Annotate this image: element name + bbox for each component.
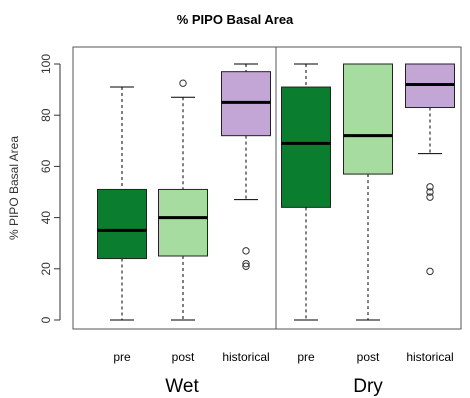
y-tick-label: 60 — [39, 159, 53, 173]
category-label: historical — [222, 350, 269, 364]
outlier-point — [242, 247, 250, 255]
y-axis-label: % PIPO Basal Area — [7, 136, 21, 240]
category-label: pre — [297, 350, 315, 364]
outlier-point — [179, 79, 187, 87]
category-label: post — [357, 350, 380, 364]
box-dry-post — [343, 63, 393, 175]
outlier-point — [426, 267, 434, 276]
outlier-point — [242, 262, 250, 270]
panel-label: Wet — [165, 376, 199, 397]
category-label: post — [172, 350, 195, 364]
panel-label: Dry — [353, 376, 383, 397]
chart-title: % PIPO Basal Area — [177, 12, 294, 27]
outlier-point — [242, 259, 250, 268]
box-wet-pre — [97, 188, 147, 260]
outlier-point — [426, 193, 434, 201]
y-tick-label: 40 — [39, 211, 53, 225]
box-dry-pre — [281, 86, 331, 208]
y-tick-label: 100 — [39, 54, 53, 74]
y-tick-label: 20 — [39, 262, 53, 276]
outlier-point — [426, 188, 434, 196]
category-label: pre — [113, 350, 131, 364]
outlier-point — [426, 183, 434, 191]
y-tick-label: 0 — [39, 316, 53, 323]
plot-frame — [72, 46, 462, 330]
box-wet-post — [158, 188, 208, 257]
y-tick-label: 80 — [39, 108, 53, 122]
category-label: historical — [406, 350, 453, 364]
